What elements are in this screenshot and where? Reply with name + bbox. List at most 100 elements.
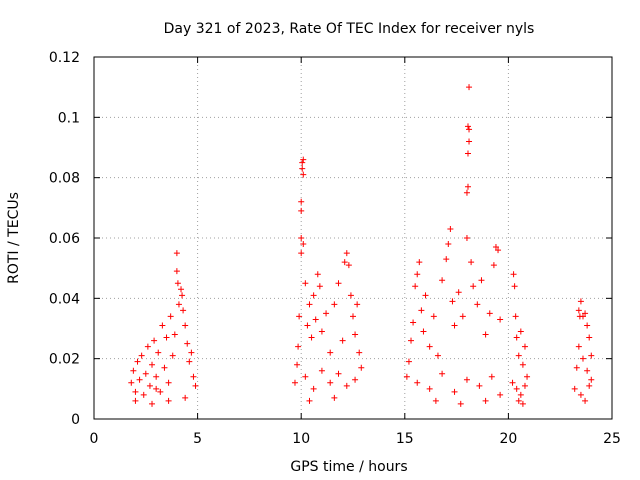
data-point-marker (341, 259, 348, 266)
data-point-marker (182, 394, 189, 401)
data-point-marker (449, 298, 456, 305)
data-point-marker (482, 397, 489, 404)
y-tick-label: 0.08 (49, 171, 80, 187)
data-point-marker (577, 298, 584, 305)
data-point-marker (474, 301, 481, 308)
data-point-marker (482, 331, 489, 338)
data-point-marker (308, 334, 315, 341)
data-point-marker (588, 376, 595, 383)
data-point-marker (138, 352, 145, 359)
data-point-marker (153, 373, 160, 380)
data-point-marker (345, 262, 352, 269)
data-point-marker (486, 310, 493, 317)
data-point-marker (327, 379, 334, 386)
data-point-marker (175, 301, 182, 308)
data-point-marker (412, 283, 419, 290)
data-point-marker (426, 385, 433, 392)
data-point-marker (343, 250, 350, 257)
data-point-marker (335, 280, 342, 287)
data-point-marker (295, 343, 302, 350)
chart-title: Day 321 of 2023, Rate Of TEC Index for r… (164, 21, 535, 37)
data-point-marker (179, 292, 186, 299)
data-point-marker (571, 385, 578, 392)
data-point-marker (447, 225, 454, 232)
data-point-marker (184, 340, 191, 347)
data-point-marker (356, 349, 363, 356)
y-tick-label: 0.02 (49, 352, 80, 368)
data-point-marker (302, 280, 309, 287)
data-point-marker (296, 313, 303, 320)
data-point-marker (165, 397, 172, 404)
data-point-marker (347, 292, 354, 299)
data-point-marker (463, 189, 470, 196)
data-point-marker (300, 241, 307, 248)
data-point-marker (352, 376, 359, 383)
data-point-marker (155, 349, 162, 356)
data-point-marker (457, 400, 464, 407)
data-point-marker (575, 343, 582, 350)
data-point-marker (511, 283, 518, 290)
data-point-marker (517, 328, 524, 335)
data-point-marker (149, 400, 156, 407)
data-point-marker (497, 391, 504, 398)
data-point-marker (169, 352, 176, 359)
y-tick-label: 0.12 (49, 50, 80, 66)
data-point-marker (586, 334, 593, 341)
data-point-marker (519, 361, 526, 368)
data-point-marker (439, 277, 446, 284)
data-point-marker (513, 385, 520, 392)
x-tick-label: 0 (90, 431, 99, 447)
data-point-marker (470, 283, 477, 290)
data-point-marker (455, 289, 462, 296)
data-point-marker (354, 301, 361, 308)
data-point-marker (130, 367, 137, 374)
data-point-marker (140, 391, 147, 398)
data-point-marker (306, 301, 313, 308)
data-point-marker (132, 388, 139, 395)
data-point-marker (144, 343, 151, 350)
y-tick-label: 0.04 (49, 291, 80, 307)
data-point-marker (476, 382, 483, 389)
x-tick-label: 10 (292, 431, 310, 447)
data-point-marker (299, 165, 306, 172)
data-point-marker (149, 361, 156, 368)
data-point-marker (451, 322, 458, 329)
data-point-marker (524, 373, 531, 380)
data-point-marker (136, 376, 143, 383)
data-point-marker (298, 235, 305, 241)
data-point-marker (490, 262, 497, 269)
data-point-marker (314, 271, 321, 278)
data-point-marker (586, 382, 593, 389)
y-axis-label: ROTI / TECUs (6, 192, 22, 284)
data-point-marker (146, 382, 153, 389)
data-point-marker (302, 373, 309, 380)
data-point-marker (142, 370, 149, 377)
x-tick-label: 5 (193, 431, 202, 447)
data-point-marker (331, 394, 338, 401)
data-point-marker (418, 307, 425, 314)
x-axis-label: GPS time / hours (290, 459, 407, 475)
x-tick-label: 20 (499, 431, 517, 447)
data-point-marker (573, 364, 580, 371)
data-point-marker (358, 364, 365, 371)
data-point-marker (588, 352, 595, 359)
data-point-marker (299, 159, 306, 166)
data-point-marker (298, 250, 305, 257)
data-point-marker (403, 373, 410, 380)
data-point-marker (173, 250, 180, 257)
data-point-marker (492, 244, 499, 251)
data-point-marker (478, 277, 485, 284)
data-point-marker (291, 379, 298, 386)
data-point-marker (515, 397, 522, 404)
data-point-marker (339, 337, 346, 344)
data-point-marker (294, 361, 301, 368)
data-point-marker (521, 343, 528, 350)
data-point-marker (497, 316, 504, 323)
data-point-marker (186, 358, 193, 365)
data-point-marker (443, 256, 450, 263)
data-point-marker (420, 328, 427, 335)
data-point-marker (132, 397, 139, 404)
data-point-marker (134, 358, 141, 365)
x-tick-label: 15 (396, 431, 414, 447)
data-point-marker (174, 280, 181, 287)
